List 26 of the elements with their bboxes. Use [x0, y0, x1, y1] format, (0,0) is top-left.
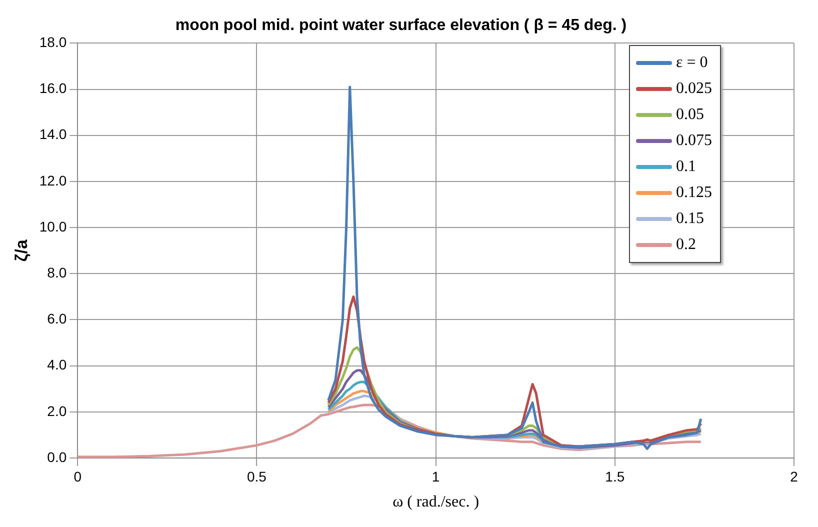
y-tick-label: 12.0 — [39, 172, 67, 188]
chart-title: moon pool mid. point water surface elevation ( β = 45 deg. ) — [175, 17, 627, 34]
legend-label: 0.125 — [676, 183, 712, 204]
y-tick-label: 6.0 — [47, 310, 67, 327]
y-tick-label: 16.0 — [39, 80, 67, 96]
y-axis-title: ζ/a — [12, 239, 31, 262]
legend-label: 0.05 — [676, 105, 704, 126]
x-tick-label: 2 — [790, 468, 798, 484]
y-tick-label: 18.0 — [39, 34, 67, 50]
legend-label: 0.15 — [676, 209, 704, 230]
x-tick-label: 0.5 — [247, 468, 267, 484]
y-tick-label: 10.0 — [39, 218, 67, 234]
legend-label: 0.2 — [676, 235, 696, 256]
x-axis-title: ω ( rad./sec. ) — [392, 494, 480, 511]
legend-label: ε = 0 — [676, 53, 708, 74]
y-tick-label: 4.0 — [47, 356, 67, 373]
y-tick-label: 14.0 — [39, 126, 67, 142]
y-tick-label: 8.0 — [47, 264, 67, 281]
legend-label: 0.075 — [676, 131, 712, 152]
legend-label: 0.025 — [676, 79, 712, 100]
y-tick-label: 0.0 — [47, 448, 67, 465]
y-tick-label: 2.0 — [47, 402, 67, 419]
legend-label: 0.1 — [676, 157, 696, 178]
x-tick-label: 1 — [432, 468, 440, 484]
x-tick-label: 0 — [74, 468, 82, 484]
x-tick-label: 1.5 — [605, 468, 625, 484]
